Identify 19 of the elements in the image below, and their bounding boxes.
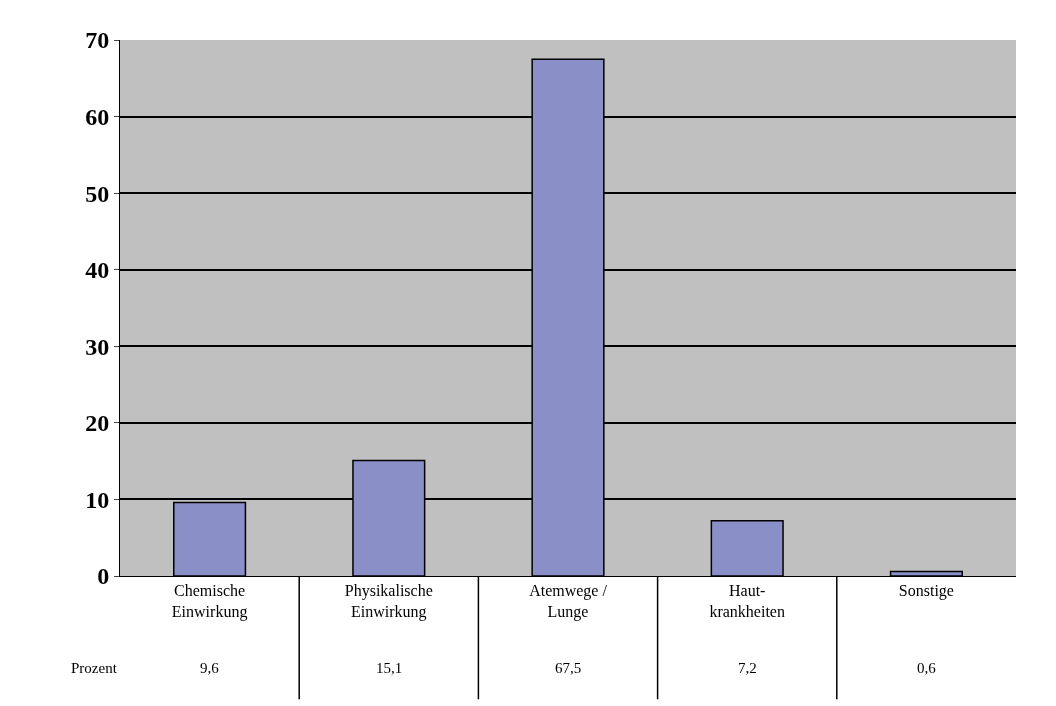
y-tick-label: 60: [85, 103, 110, 130]
data-label: 7,2: [738, 660, 757, 676]
y-tick-label: 30: [85, 333, 110, 360]
y-tick-label: 70: [85, 27, 110, 54]
y-tick-label: 40: [85, 257, 110, 284]
x-tick-label: Chemische Einwirkung: [171, 582, 248, 621]
data-label: 9,6: [200, 660, 220, 676]
data-label: 0,6: [917, 660, 937, 676]
y-tick-label: 50: [85, 180, 110, 207]
data-label: 67,5: [555, 660, 582, 676]
x-tick-label: Physikalische Einwirkung: [344, 582, 433, 621]
y-tick-label: 10: [85, 486, 110, 513]
x-tick-label: Atemwege / Lunge: [529, 582, 608, 621]
y-tick-label: 20: [85, 410, 110, 437]
y-tick-label: 0: [97, 563, 110, 590]
x-tick-label: Sonstige: [898, 582, 954, 601]
x-tick-label: Haut-krankheiten: [709, 582, 785, 620]
data-label: 15,1: [376, 660, 403, 676]
text: Prozent: [71, 660, 118, 676]
